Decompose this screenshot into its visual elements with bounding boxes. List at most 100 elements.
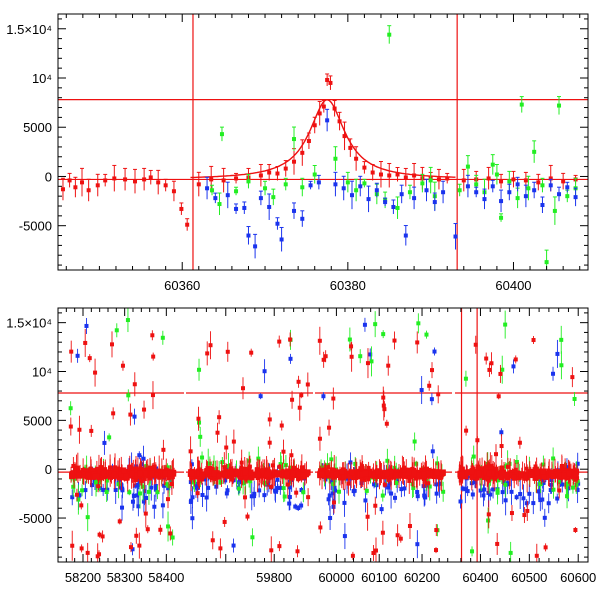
- bottom-series-0-seg0-108-point: [68, 424, 73, 429]
- bottom-series-2-seg1-52-point: [190, 516, 195, 521]
- bottom-series-2-seg0-31-point: [84, 323, 89, 328]
- top-series-2-point-18: [349, 193, 354, 198]
- bottom-series-0-seg1-61-point: [299, 465, 304, 470]
- bottom-series-0-seg3-43-point: [543, 545, 548, 550]
- bottom-series-2-seg0-35-point: [137, 453, 142, 458]
- bottom-series-0-seg3-2-point: [570, 375, 575, 380]
- bottom-red-core-seg0-131: [123, 473, 129, 480]
- bottom-red-core-seg3-126: [541, 473, 547, 480]
- top-series-1-point-35: [557, 103, 562, 108]
- bottom-series-2-seg2-12-point: [348, 460, 353, 465]
- bottom-red-core-seg0-139: [111, 471, 117, 478]
- bottom-red-core-seg1-117: [207, 467, 213, 474]
- bottom-red-core-seg1-28: [254, 467, 260, 474]
- top-series-2-point-6: [253, 244, 258, 249]
- bottom-series-0-seg3-86-point: [476, 464, 481, 469]
- bottom-series-0-seg0-149-point: [151, 354, 156, 359]
- bottom-series-0-seg0-83-point: [168, 531, 173, 536]
- bottom-series-2-seg3-7-point: [542, 515, 547, 520]
- bottom-series-0-seg0-113-point: [100, 534, 105, 539]
- bottom-series-0-seg0-80-point: [161, 447, 166, 452]
- bottom-series-2-seg3-5-point: [518, 492, 523, 497]
- bottom-red-core-seg0-107: [153, 472, 159, 479]
- bottom-red-core-seg1-130: [200, 472, 206, 479]
- bottom-series-0-seg3-107-point: [557, 488, 562, 493]
- bottom-series-0-seg3-147-point: [495, 541, 500, 546]
- bottom-series-2-seg2-27-point: [386, 485, 391, 490]
- bottom-series-0-seg2-53-point: [410, 466, 415, 471]
- bottom-series-0-seg0-97-point: [167, 476, 172, 481]
- bottom-series-0-seg2-139-point: [323, 354, 328, 359]
- bottom-series-2-seg1-13-point: [214, 484, 219, 489]
- bottom-series-2-seg2-21-point: [395, 478, 400, 483]
- bottom-series-2-seg3-12-point: [460, 486, 465, 491]
- top-series-1-point-14: [362, 181, 367, 186]
- bottom-series-2-seg0-50-point: [162, 483, 167, 488]
- bottom-red-core-seg1-138: [274, 470, 280, 477]
- top-series-1-point-26: [499, 215, 504, 220]
- top-series-2-point-8: [267, 204, 272, 209]
- bottom-series-0-seg1-111-point: [281, 449, 286, 454]
- bottom-series-0-seg2-115-point: [427, 383, 432, 388]
- bottom-frame: [57, 307, 589, 563]
- bottom-series-0-seg2-17-point: [407, 524, 412, 529]
- bottom-series-2-seg2-18-point: [437, 481, 442, 486]
- bottom-series-2-seg2-37-point: [363, 498, 368, 503]
- bottom-series-2-seg1-30-point: [231, 543, 236, 548]
- bottom-red-core-seg3-84: [470, 473, 476, 480]
- top-series-1-point-7: [283, 182, 288, 187]
- bottom-series-2-seg3-50-point: [458, 499, 463, 504]
- bottom-series-0-seg2-153-point: [329, 467, 334, 472]
- bottom-series-0-seg0-87-point: [85, 550, 90, 555]
- bottom-series-2-seg2-8-point: [331, 504, 336, 509]
- bottom-series-2-seg2-1-point: [342, 534, 347, 539]
- top-series-2-point-41: [548, 183, 553, 188]
- bottom-series-2-seg3-18-point: [481, 493, 486, 498]
- bottom-series-2-seg2-36-point: [321, 394, 326, 399]
- bottom-series-0-seg0-116-point: [151, 464, 156, 469]
- top-series-2-point-2: [225, 193, 230, 198]
- bottom-red-core-seg0-90: [162, 470, 168, 477]
- top-series-0-point-2: [73, 185, 78, 190]
- bottom-red-core-seg1-127: [296, 471, 302, 478]
- bottom-series-2-seg3-48-point: [536, 489, 541, 494]
- bottom-series-0-seg3-23-point: [484, 356, 489, 361]
- bottom-series-2-seg1-31-point: [273, 488, 278, 493]
- bottom-red-core-seg2-134: [333, 471, 339, 478]
- top-series-1-point-33: [544, 260, 549, 265]
- bottom-series-1-seg2-12-point: [353, 461, 358, 466]
- bottom-series-2-seg2-19-point: [329, 479, 334, 484]
- bottom-series-0-seg0-125-point: [127, 464, 132, 469]
- bottom-series-0-seg3-58-point: [475, 438, 480, 443]
- top-series-1-point-23: [474, 182, 479, 187]
- bottom-series-0-seg2-125-point: [415, 340, 420, 345]
- bottom-series-2-seg0-9-point: [113, 487, 118, 492]
- bottom-series-2-seg1-39-point: [252, 494, 257, 499]
- bottom-red-core-seg1-112: [290, 470, 296, 477]
- bottom-red-core-seg3-121: [493, 466, 499, 473]
- bottom-red-core-seg0-120: [113, 467, 119, 474]
- top-series-2-point-19: [358, 184, 363, 189]
- bottom-series-0-seg3-155-point: [486, 512, 491, 517]
- bottom-series-0-seg1-155-point: [297, 405, 302, 410]
- bottom-series-1-seg2-19-point: [435, 461, 440, 466]
- bottom-series-0-seg2-2-point: [327, 425, 332, 430]
- top-series-0-point-50: [461, 178, 466, 183]
- bottom-series-0-seg2-93-point: [402, 465, 407, 470]
- bottom-series-2-seg0-51-point: [89, 483, 94, 488]
- bottom-series-1-seg2-1-point: [331, 482, 336, 487]
- bottom-series-1-seg3-41-point: [538, 482, 543, 487]
- bottom-series-2-seg2-40-point: [345, 476, 350, 481]
- bottom-series-0-seg1-88-point: [218, 546, 223, 551]
- bottom-red-core-seg2-137: [349, 469, 355, 476]
- bottom-red-core-seg3-91: [535, 473, 541, 480]
- top-series-0-point-4: [86, 188, 91, 193]
- top-series-2-point-7: [258, 196, 263, 201]
- bottom-series-0-seg2-112-point: [350, 553, 355, 558]
- bottom-series-2-seg3-11-point: [548, 488, 553, 493]
- bottom-series-2-seg2-20-point: [379, 507, 384, 512]
- top-series-1-point-25: [490, 162, 495, 167]
- bottom-series-2-seg3-36-point: [540, 497, 545, 502]
- bottom-red-core-seg3-138: [464, 469, 470, 476]
- bottom-red-core-seg3-128: [511, 474, 517, 481]
